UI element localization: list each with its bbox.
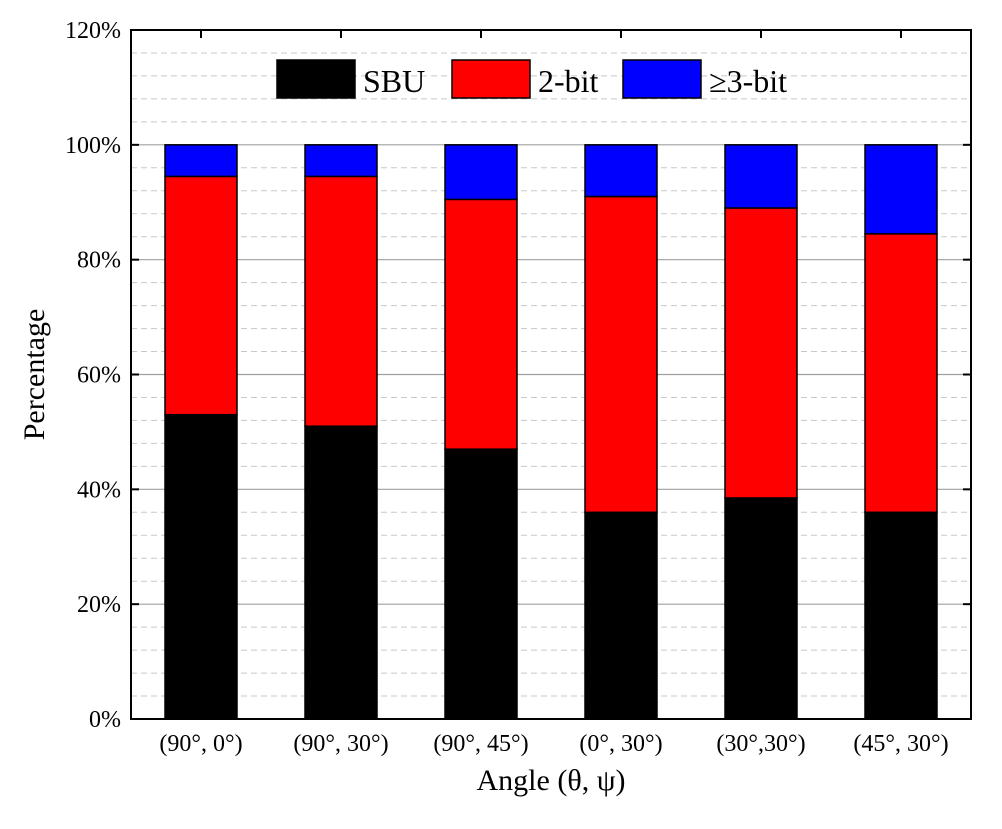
y-axis-title: Percentage — [18, 309, 51, 441]
x-tick-label: (90°, 30°) — [293, 731, 388, 757]
x-tick-label: (90°, 0°) — [159, 731, 242, 757]
bar-segment — [164, 413, 238, 720]
bar-segment — [444, 198, 518, 450]
x-axis-title: Angle (θ, ψ) — [477, 764, 626, 797]
y-tick-label: 60% — [77, 363, 121, 389]
x-tick-label: (0°, 30°) — [579, 731, 662, 757]
y-tick-label: 80% — [77, 248, 121, 274]
bar-segment — [584, 144, 658, 198]
bar-segment — [584, 511, 658, 720]
bars — [164, 144, 938, 720]
bar-segment — [724, 497, 798, 720]
bar-segment — [444, 448, 518, 720]
bar-segment — [164, 175, 238, 416]
legend-swatch — [451, 59, 531, 99]
bar-segment — [304, 425, 378, 720]
bar-segment — [164, 144, 238, 178]
bar-segment — [864, 144, 938, 235]
axis-ticks: 0% 20% 40% 60% 80% 100% 120% (90°, 0°) (90°, 30°… — [65, 18, 971, 757]
bar-segment — [304, 144, 378, 178]
y-tick-label: 120% — [65, 18, 121, 44]
bar-segment — [864, 233, 938, 514]
bar-segment — [724, 144, 798, 209]
y-tick-label: 40% — [77, 477, 121, 503]
legend-label: ≥3-bit — [709, 63, 787, 99]
bar-segment — [304, 175, 378, 427]
legend-swatch — [276, 59, 356, 99]
x-tick-label: (45°, 30°) — [853, 731, 948, 757]
y-tick-label: 0% — [89, 707, 121, 733]
legend-swatch — [622, 59, 702, 99]
legend-label: SBU — [363, 63, 425, 99]
grid — [131, 52, 971, 697]
bar-segment — [724, 207, 798, 499]
y-tick-label: 100% — [65, 133, 121, 159]
x-tick-label: (90°, 45°) — [433, 731, 528, 757]
legend-label: 2-bit — [538, 63, 599, 99]
bar-segment — [864, 511, 938, 720]
x-tick-label: (30°,30°) — [716, 731, 805, 757]
legend: SBU 2-bit ≥3-bit — [276, 59, 787, 99]
y-tick-label: 20% — [77, 592, 121, 618]
bar-segment — [584, 195, 658, 514]
bar-segment — [444, 144, 518, 201]
